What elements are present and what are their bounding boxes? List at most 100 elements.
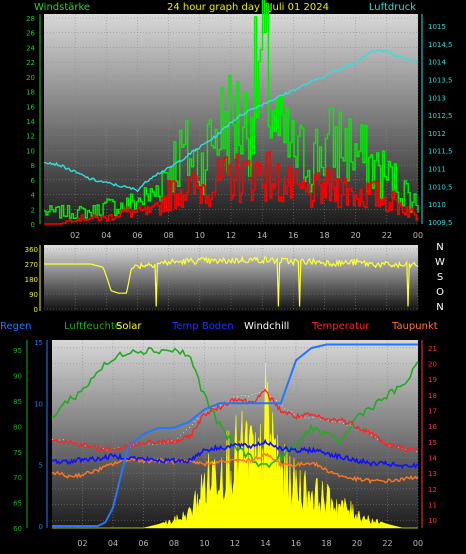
x-tick-label: 22 xyxy=(382,231,392,240)
rain-tick-label: 5 xyxy=(39,462,43,470)
temp-tick-label: 11 xyxy=(428,502,437,510)
legend-windchill: Windchill xyxy=(244,321,289,332)
legend-temp-boden: Temp Boden xyxy=(171,321,234,332)
direction-tick-label: 0 xyxy=(34,306,38,314)
x-tick-label: 08 xyxy=(169,539,179,548)
wind-direction-axes: 0 90 180 270 360 xyxy=(25,245,41,314)
temp-soil-line xyxy=(51,438,419,470)
y-right-tick-label: 1014 xyxy=(428,59,446,67)
wind-avg-line xyxy=(44,151,419,225)
y-right-tick-label: 1014,5 xyxy=(428,41,453,49)
dewpoint-line xyxy=(51,452,419,485)
humidity-tick-label: 65 xyxy=(13,500,22,508)
legend-temperatur: Temperatur xyxy=(311,321,370,332)
humidity-tick-label: 60 xyxy=(13,525,22,533)
x-tick-label: 14 xyxy=(260,539,270,548)
y-right-tick-label: 1013,5 xyxy=(428,76,453,84)
humidity-tick-label: 95 xyxy=(13,347,22,355)
x-tick-label: 16 xyxy=(288,231,298,240)
x-tick-label: 20 xyxy=(351,231,361,240)
header-right-label: Luftdruck xyxy=(369,2,416,13)
y-left-tick-label: 2 xyxy=(31,206,35,214)
y-left-tick-label: 16 xyxy=(26,103,35,111)
x-tick-label: 12 xyxy=(226,231,236,240)
temp-tick-label: 13 xyxy=(428,470,437,478)
wind-pressure-axes: 02 04 06 08 10 12 14 16 18 20 22 000246810121416182… xyxy=(26,14,453,240)
x-tick-label: 04 xyxy=(108,539,118,548)
temp-tick-label: 17 xyxy=(428,408,437,416)
wind-direction-grid xyxy=(44,245,419,311)
temperature-line xyxy=(51,388,419,454)
y-left-tick-label: 0 xyxy=(31,221,35,229)
compass-letter: O xyxy=(436,287,444,298)
y-right-tick-label: 1010,5 xyxy=(428,183,453,191)
y-left-tick-label: 22 xyxy=(26,59,35,67)
y-left-tick-label: 14 xyxy=(26,118,35,126)
temp-tick-label: 15 xyxy=(428,439,437,447)
wind-direction-series xyxy=(44,255,419,307)
climate-series xyxy=(51,343,419,529)
x-tick-label: 18 xyxy=(321,539,331,548)
y-left-tick-label: 12 xyxy=(26,133,35,141)
y-left-tick-label: 24 xyxy=(26,44,35,52)
header-left-label: Windstärke xyxy=(34,2,90,13)
pressure-line xyxy=(43,48,419,193)
y-left-tick-label: 8 xyxy=(31,162,35,170)
compass-letter: W xyxy=(435,257,445,268)
humidity-tick-label: 70 xyxy=(13,474,22,482)
rain-tick-label: 15 xyxy=(34,339,43,347)
y-right-tick-label: 1015 xyxy=(428,23,446,31)
humidity-tick-label: 75 xyxy=(13,449,22,457)
temp-tick-label: 21 xyxy=(428,345,437,353)
x-tick-label: 10 xyxy=(195,231,205,240)
y-right-tick-label: 1012 xyxy=(428,130,446,138)
y-left-tick-label: 10 xyxy=(26,147,35,155)
y-right-tick-label: 1013 xyxy=(428,94,446,102)
wind-direction-line xyxy=(44,255,419,307)
compass-letter: N xyxy=(436,242,443,253)
temp-tick-label: 18 xyxy=(428,392,437,400)
climate-axes: 02 04 06 08 10 12 14 16 18 20 22 00 10 11 12 13 14 15 16 17… xyxy=(13,339,437,548)
rain-line xyxy=(52,343,418,527)
y-right-tick-label: 1011 xyxy=(428,166,446,174)
x-tick-label: 10 xyxy=(199,539,209,548)
x-tick-label: 02 xyxy=(70,231,80,240)
humidity-tick-label: 80 xyxy=(13,423,22,431)
x-tick-label: 00 xyxy=(413,539,423,548)
x-tick-label: 16 xyxy=(291,539,301,548)
y-right-tick-label: 1012,5 xyxy=(428,112,453,120)
humidity-tick-label: 90 xyxy=(13,373,22,381)
x-tick-label: 04 xyxy=(101,231,111,240)
temp-tick-label: 14 xyxy=(428,455,437,463)
legend-taupunkt: Taupunkt xyxy=(391,321,438,332)
y-right-tick-label: 1009,5 xyxy=(428,219,453,227)
y-left-tick-label: 4 xyxy=(31,192,36,200)
y-left-tick-label: 18 xyxy=(26,89,35,97)
direction-tick-label: 270 xyxy=(25,261,38,269)
y-right-tick-label: 1010 xyxy=(428,201,446,209)
x-tick-label: 02 xyxy=(77,539,87,548)
humidity-tick-label: 85 xyxy=(13,398,22,406)
y-right-tick-label: 1011,5 xyxy=(428,148,453,156)
y-left-tick-label: 28 xyxy=(26,15,35,23)
header-center-label: 24 hour graph day : Juli 01 2024 xyxy=(167,2,329,13)
rain-tick-label: 0 xyxy=(39,523,43,531)
x-tick-label: 06 xyxy=(132,231,142,240)
y-left-tick-label: 26 xyxy=(26,30,35,38)
wind-pressure-series xyxy=(43,0,419,225)
x-tick-label: 22 xyxy=(382,539,392,548)
temp-tick-label: 20 xyxy=(428,361,437,369)
x-tick-label: 20 xyxy=(352,539,362,548)
compass-letter: S xyxy=(437,272,443,283)
temp-tick-label: 12 xyxy=(428,486,437,494)
rain-tick-label: 10 xyxy=(34,400,43,408)
legend-regen: Regen xyxy=(0,321,32,332)
x-tick-label: 18 xyxy=(319,231,329,240)
x-tick-label: 14 xyxy=(257,231,267,240)
wind-gust-line xyxy=(44,0,419,220)
y-left-tick-label: 6 xyxy=(31,177,36,185)
direction-tick-label: 180 xyxy=(25,276,38,284)
compass-letter: N xyxy=(436,302,443,313)
